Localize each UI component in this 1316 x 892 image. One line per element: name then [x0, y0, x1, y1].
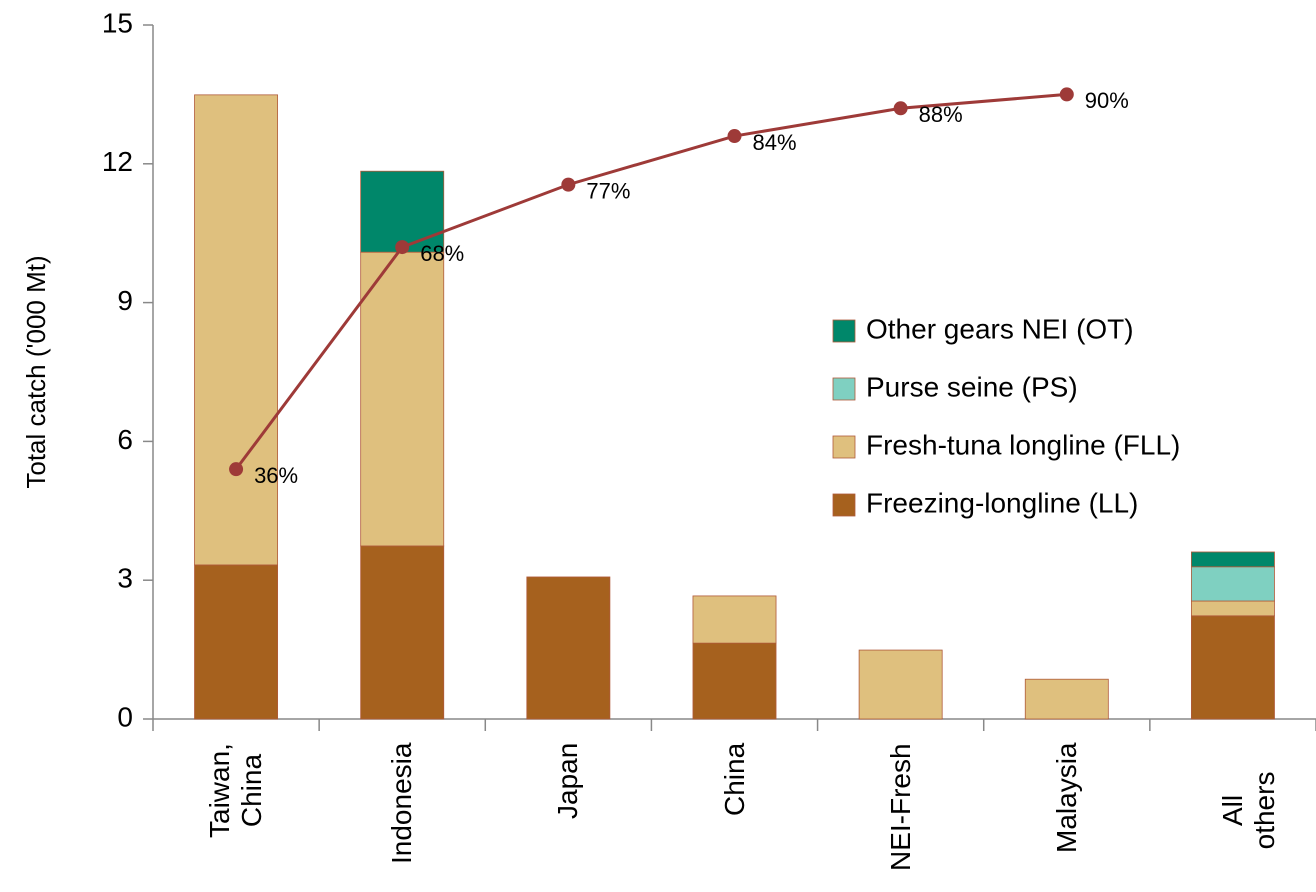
data-label: 77% — [586, 178, 630, 203]
bar-segment — [360, 251, 445, 547]
data-label: 90% — [1085, 88, 1129, 113]
legend-swatch — [832, 319, 856, 343]
bar-segment — [692, 642, 777, 720]
bar-segment — [692, 595, 777, 644]
legend-swatch — [832, 377, 856, 401]
y-tick-label: 0 — [117, 701, 133, 732]
y-tick-label: 9 — [117, 285, 133, 316]
legend-swatch — [832, 435, 856, 459]
bar-segment — [1190, 551, 1275, 568]
line-point — [893, 101, 908, 116]
data-label: 68% — [420, 241, 464, 266]
bar-segment — [194, 564, 279, 720]
line-point — [561, 177, 576, 192]
y-tick-label: 6 — [117, 424, 133, 455]
x-tick-label: Indonesia — [386, 742, 418, 864]
line-point — [395, 240, 410, 255]
line-point — [727, 129, 742, 144]
bar-segment — [1190, 600, 1275, 617]
bar-segment — [360, 170, 445, 253]
y-axis-label: Total catch ('000 Mt) — [21, 255, 51, 488]
bar-segment — [194, 94, 279, 566]
x-tick-label: Malaysia — [1050, 742, 1082, 853]
line-point — [229, 462, 244, 477]
y-tick-label: 12 — [102, 146, 133, 177]
line-point — [1059, 87, 1074, 102]
legend-label: Other gears NEI (OT) — [866, 313, 1134, 344]
data-label: 36% — [254, 463, 298, 488]
bar-segment — [858, 649, 943, 720]
legend-label: Purse seine (PS) — [866, 371, 1078, 402]
bar-segment — [360, 545, 445, 720]
bar-segment — [1024, 678, 1109, 720]
x-tick-label: China — [718, 742, 750, 816]
y-tick-label: 15 — [102, 7, 133, 38]
data-label: 84% — [753, 130, 797, 155]
legend-label: Fresh-tuna longline (FLL) — [866, 429, 1180, 460]
legend-swatch — [832, 493, 856, 517]
x-tick-label: All others — [1216, 771, 1280, 850]
bar-segment — [1190, 615, 1275, 720]
y-tick-label: 3 — [117, 563, 133, 594]
legend-label: Freezing-longline (LL) — [866, 487, 1138, 518]
bar-segment — [1190, 566, 1275, 602]
data-label: 88% — [919, 102, 963, 127]
x-tick-label: Japan — [552, 742, 584, 819]
bar-segment — [526, 576, 611, 720]
x-tick-label: Taiwan, China — [204, 743, 268, 838]
cumulative-line — [234, 92, 1067, 471]
x-tick-label: NEI-Fresh — [884, 743, 916, 871]
